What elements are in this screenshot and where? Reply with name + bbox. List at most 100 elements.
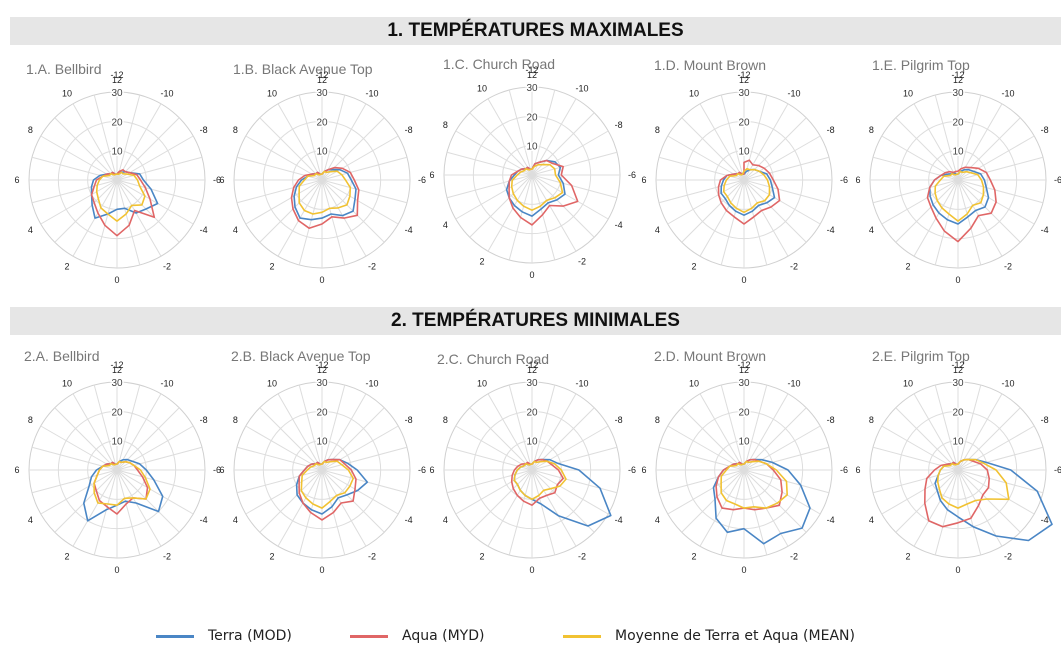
chart-7-spoke	[259, 407, 323, 471]
chart-4-spoke	[743, 179, 807, 243]
chart-9-theta-label: 2	[691, 552, 696, 562]
chart-4-theta-label: 12	[739, 75, 749, 85]
chart-2-theta-label: -2	[368, 262, 376, 272]
chart-2-theta-label: 0	[319, 275, 324, 285]
chart-1-spoke	[116, 179, 162, 257]
chart-8-spoke	[508, 384, 533, 471]
chart-5-theta-label: 8	[869, 125, 874, 135]
chart-5-title: 1.E. Pilgrim Top	[872, 57, 970, 73]
chart-10-spoke	[934, 469, 959, 556]
chart-6-spoke	[116, 469, 162, 547]
chart-2-spoke	[321, 179, 408, 204]
chart-8-spoke	[469, 469, 533, 533]
chart-2-series-aqua	[290, 166, 360, 229]
chart-4-spoke	[681, 179, 745, 243]
chart-2-theta-label: -10	[365, 88, 378, 98]
chart-4-theta-label: -8	[827, 125, 835, 135]
chart-1-ring	[57, 120, 177, 240]
chart-6-spoke	[54, 469, 118, 533]
chart-2-spoke	[321, 179, 346, 266]
chart-4-series-mean	[722, 167, 771, 214]
chart-10-spoke	[872, 469, 959, 494]
chart-8-spoke	[508, 469, 533, 556]
chart-7-r-tick-label: 20	[316, 407, 328, 418]
chart-2-spoke	[245, 135, 323, 181]
chart-9-spoke	[743, 469, 768, 556]
chart-4-spoke	[743, 179, 830, 204]
chart-9-spoke	[667, 425, 745, 471]
chart-3-theta-label: -2	[578, 257, 586, 267]
chart-8-ring	[472, 410, 592, 530]
chart-5-theta-label: -2	[1004, 262, 1012, 272]
chart-8-spoke	[531, 469, 618, 494]
chart-7-spoke	[245, 469, 323, 515]
chart-2-theta-label: 10	[267, 88, 277, 98]
chart-8-series-mean	[513, 460, 567, 501]
chart-4-ring	[684, 120, 804, 240]
chart-4-theta-label: -10	[787, 88, 800, 98]
chart-5-theta-label: 2	[905, 262, 910, 272]
chart-10-spoke	[957, 469, 1021, 533]
chart-10-theta-label: 0	[955, 565, 960, 575]
chart-1-theta-label: -6	[213, 175, 221, 185]
chart-1-r-tick-label: 30	[111, 88, 123, 99]
chart-7-theta-label: 4	[233, 515, 238, 525]
chart-1-theta-label: 2	[64, 262, 69, 272]
chart-7-spoke	[321, 384, 346, 471]
chart-7-ring	[262, 410, 382, 530]
chart-3-theta-label: 8	[443, 120, 448, 130]
chart-5-spoke	[872, 179, 959, 204]
chart-10-spoke	[934, 384, 959, 471]
chart-10-series-aqua	[923, 458, 991, 528]
chart-10-spoke	[881, 425, 959, 471]
chart-9-spoke	[743, 446, 830, 471]
chart-5-series-aqua	[926, 166, 997, 243]
chart-2-spoke	[298, 94, 323, 181]
chart-1-theta-label: 10	[62, 88, 72, 98]
chart-2-ring	[262, 120, 382, 240]
chart-1-spoke	[116, 156, 203, 181]
chart-1-r-tick-label: 20	[111, 117, 123, 128]
chart-7-theta-label: 2	[269, 552, 274, 562]
chart-10-spoke	[957, 446, 1044, 471]
chart-10-ring	[898, 410, 1018, 530]
chart-6-spoke	[31, 469, 118, 494]
chart-8-spoke	[531, 393, 577, 471]
chart-2-spoke	[321, 94, 346, 181]
chart-6-spoke	[116, 469, 194, 515]
chart-7-r-tick-label: 30	[316, 378, 328, 389]
chart-4-spoke	[743, 179, 768, 266]
chart-2-theta-label: 8	[233, 125, 238, 135]
chart-8-spoke	[531, 425, 609, 471]
chart-6-r-tick-label: 20	[111, 407, 123, 418]
chart-4-spoke	[720, 94, 745, 181]
chart-6-theta-label: 6	[14, 465, 19, 475]
chart-8-spoke	[455, 425, 533, 471]
chart-4-spoke	[743, 179, 789, 257]
chart-5-spoke	[881, 179, 959, 225]
chart-8-title: 2.C. Church Road	[437, 351, 549, 367]
chart-2-theta-label: 6	[219, 175, 224, 185]
chart-6-spoke	[93, 469, 118, 556]
chart-5-theta-label: -8	[1041, 125, 1049, 135]
chart-3-theta-label: -12	[525, 65, 538, 75]
chart-7-spoke	[236, 469, 323, 494]
chart-7-theta-label: -6	[418, 465, 426, 475]
legend-item-terra: Terra (MOD)	[156, 626, 292, 646]
chart-3-series-aqua	[508, 159, 579, 226]
chart-4-r-tick-label: 20	[738, 117, 750, 128]
chart-9-spoke	[720, 384, 745, 471]
chart-4-theta-label: -12	[737, 70, 750, 80]
chart-9-theta-label: 10	[689, 378, 699, 388]
chart-4-theta-label: 2	[691, 262, 696, 272]
chart-5-spoke	[957, 94, 982, 181]
chart-6-spoke	[40, 469, 118, 515]
chart-6-spoke	[40, 425, 118, 471]
chart-6-theta-label: -6	[213, 465, 221, 475]
chart-7-title: 2.B. Black Avenue Top	[231, 348, 371, 364]
chart-3-title: 1.C. Church Road	[443, 56, 555, 72]
chart-7-spoke	[277, 469, 323, 547]
chart-2-spoke	[259, 179, 323, 243]
chart-2-spoke	[321, 103, 367, 181]
chart-8-theta-label: 0	[529, 565, 534, 575]
